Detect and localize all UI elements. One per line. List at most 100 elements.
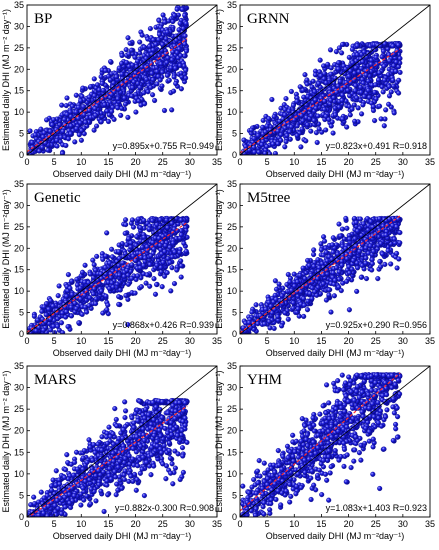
data-point — [161, 107, 168, 114]
data-point — [164, 217, 170, 223]
data-point — [288, 88, 294, 95]
data-point — [108, 59, 114, 65]
data-point — [365, 87, 371, 93]
y-tick-label: 10 — [227, 107, 237, 117]
y-axis-label: Estimated daily DHI (MJ m⁻²day⁻¹) — [1, 189, 11, 329]
data-point — [91, 262, 97, 268]
data-point — [173, 81, 179, 87]
data-point — [130, 85, 136, 91]
data-point — [87, 295, 93, 301]
data-point — [63, 309, 69, 315]
data-point — [311, 247, 317, 253]
data-point — [352, 236, 358, 242]
data-point — [44, 117, 50, 123]
data-point — [83, 119, 89, 125]
data-point — [170, 49, 176, 55]
x-tick-label: 20 — [344, 336, 354, 346]
data-point — [178, 274, 184, 280]
data-point — [298, 144, 304, 150]
data-point — [375, 276, 381, 282]
data-point — [273, 286, 280, 292]
data-point — [59, 102, 65, 108]
y-tick-label: 10 — [14, 107, 24, 117]
x-tick-label: 0 — [237, 157, 242, 167]
data-point — [295, 306, 301, 312]
fit-line — [27, 221, 188, 333]
data-point — [273, 296, 279, 302]
data-point — [180, 453, 186, 459]
data-point — [169, 57, 175, 63]
data-point — [255, 132, 261, 139]
data-point — [304, 77, 310, 83]
data-point — [396, 77, 402, 83]
data-point — [376, 70, 382, 76]
data-point — [147, 283, 153, 289]
data-point — [322, 98, 328, 104]
data-point — [125, 114, 131, 120]
data-point — [382, 261, 388, 267]
data-point — [92, 112, 99, 118]
data-point — [285, 271, 291, 278]
data-point — [178, 53, 184, 59]
fit-annotation: y=0.895x+0.755 R=0.949 — [113, 141, 214, 151]
data-point — [360, 80, 366, 86]
data-point — [259, 142, 265, 148]
data-point — [152, 97, 158, 104]
data-point — [370, 104, 377, 110]
data-point — [282, 144, 288, 150]
data-point — [321, 63, 327, 69]
data-point — [393, 224, 400, 230]
data-point — [125, 281, 131, 287]
data-point — [143, 55, 149, 61]
data-point — [94, 253, 100, 259]
data-point — [394, 265, 400, 271]
data-point — [315, 257, 321, 263]
data-point — [323, 249, 329, 255]
data-point — [337, 78, 343, 85]
data-point — [109, 280, 115, 286]
data-point — [313, 105, 319, 111]
data-point — [356, 248, 363, 254]
fit-line — [240, 215, 401, 334]
data-point — [344, 256, 350, 262]
data-point — [178, 232, 184, 238]
data-point — [124, 267, 130, 273]
data-point — [149, 218, 155, 224]
data-point — [320, 281, 326, 287]
data-point — [318, 73, 324, 79]
data-point — [80, 85, 86, 91]
fit-line — [27, 38, 188, 153]
data-point — [312, 97, 318, 103]
y-tick-label: 15 — [227, 265, 237, 275]
data-point — [391, 110, 397, 116]
data-point — [368, 219, 374, 225]
x-tick-label: 20 — [131, 157, 141, 167]
data-point — [99, 80, 105, 87]
data-point — [170, 240, 176, 246]
data-point — [109, 246, 115, 252]
data-point — [123, 47, 129, 53]
data-point — [368, 61, 374, 67]
data-point — [305, 298, 311, 304]
data-point — [112, 406, 118, 412]
y-tick-label: 30 — [227, 200, 237, 210]
data-point — [323, 80, 329, 86]
data-point — [48, 298, 54, 304]
data-point — [137, 84, 143, 90]
data-point — [256, 149, 262, 155]
data-point — [328, 123, 334, 129]
y-axis-label: Estimated daily DHI (MJ m⁻²day⁻¹) — [214, 189, 224, 329]
data-point — [396, 256, 402, 262]
data-point — [105, 118, 112, 125]
data-point — [278, 132, 284, 138]
data-point — [79, 269, 86, 275]
data-point — [296, 313, 302, 319]
data-point — [64, 452, 70, 458]
data-point — [133, 70, 139, 76]
one-to-one-line — [239, 183, 431, 335]
data-point — [298, 105, 304, 111]
data-point — [290, 102, 296, 108]
data-point — [164, 270, 170, 276]
data-point — [380, 48, 387, 54]
data-point — [46, 306, 52, 312]
